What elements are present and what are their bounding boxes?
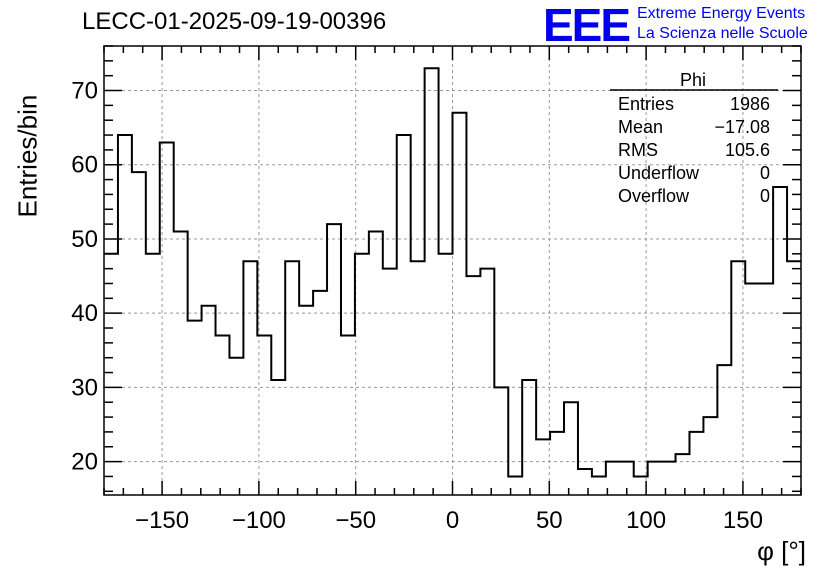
x-tick-label: 150 xyxy=(723,507,763,534)
x-tick-label: −150 xyxy=(135,507,189,534)
stat-name: RMS xyxy=(618,140,658,160)
x-tick-label: 100 xyxy=(626,507,666,534)
stat-value: 105.6 xyxy=(724,140,770,160)
x-tick-label: 0 xyxy=(446,507,459,534)
stat-name: Underflow xyxy=(618,163,700,183)
stat-value: 0 xyxy=(759,186,770,206)
y-axis-label: Entries/bin xyxy=(12,94,43,218)
chart-title: LECC-01-2025-09-19-00396 xyxy=(82,8,387,35)
stat-value: 1986 xyxy=(729,94,770,114)
stat-name: Mean xyxy=(618,117,664,137)
y-tick-label: 30 xyxy=(71,374,98,401)
y-tick-label: 50 xyxy=(71,226,98,253)
histogram-outline xyxy=(104,67,801,478)
x-tick-label: −100 xyxy=(232,507,286,534)
x-axis-label: φ [°] xyxy=(757,536,806,566)
stat-value: 0 xyxy=(759,163,770,183)
logo-line-2: La Scienza nelle Scuole xyxy=(637,25,808,42)
stat-name: Overflow xyxy=(618,186,690,206)
x-tick-label: −50 xyxy=(335,507,376,534)
y-tick-label: 60 xyxy=(71,152,98,179)
x-tick-label: 50 xyxy=(536,507,563,534)
y-tick-label: 20 xyxy=(71,449,98,476)
y-tick-label: 70 xyxy=(71,78,98,105)
y-tick-label: 40 xyxy=(71,300,98,327)
eee-logo: EEE xyxy=(543,0,631,51)
logo-line-1: Extreme Energy Events xyxy=(637,5,806,22)
stat-value: −17.08 xyxy=(714,117,770,137)
stats-title: Phi xyxy=(680,70,707,90)
stat-name: Entries xyxy=(618,94,675,114)
